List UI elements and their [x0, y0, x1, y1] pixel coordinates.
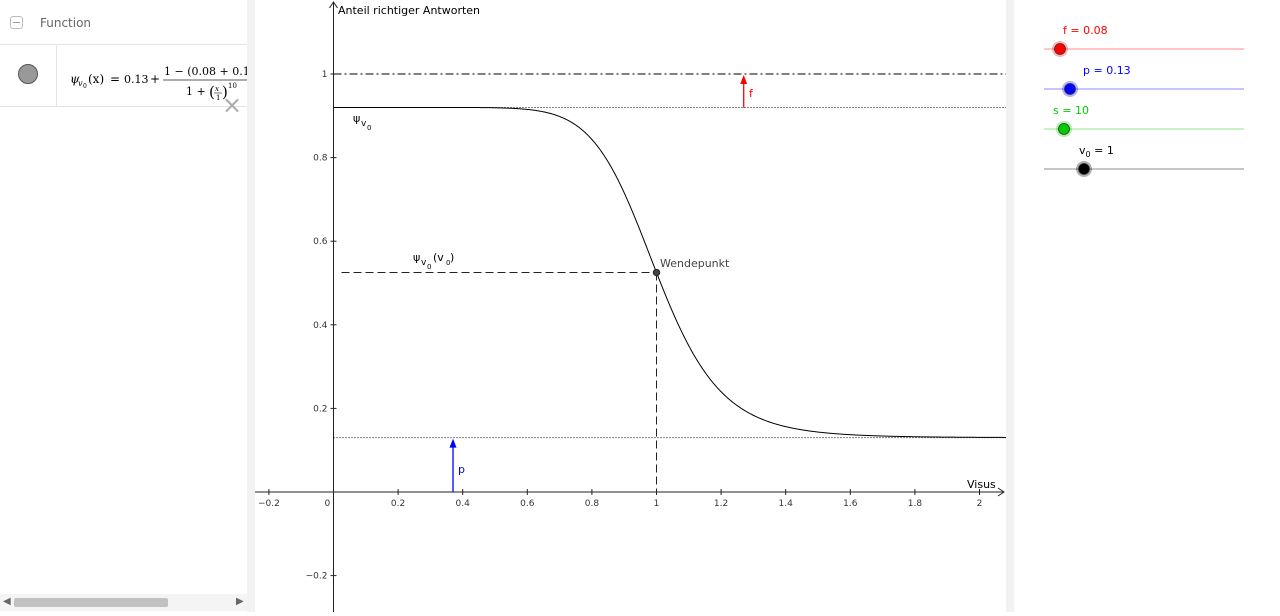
- x-axis-arrow: [997, 487, 1005, 497]
- x-tick-label: 0.6: [520, 499, 535, 509]
- slider-f-label: f = 0.08: [1063, 24, 1108, 37]
- inflection-label: Wendepunkt: [660, 257, 730, 270]
- x-tick-label: 1: [654, 499, 660, 509]
- scrollbar-thumb[interactable]: [14, 598, 168, 607]
- point-label-psi: ψ: [413, 251, 420, 264]
- curve-label-psi: ψ: [353, 112, 360, 125]
- panel-divider-right[interactable]: [1006, 0, 1014, 612]
- point-label-sub: v: [421, 258, 427, 268]
- y-tick-label: 0.2: [313, 404, 327, 414]
- axes: [255, 1, 1005, 612]
- formula-exponent: 10: [228, 82, 237, 90]
- x-tick-label: 1.8: [908, 499, 923, 509]
- slider-s-handle[interactable]: [1058, 123, 1070, 135]
- function-formula[interactable]: ψ v 0 (x) = 0.13 + 1 − (0.08 + 0.13) 1 +…: [70, 53, 247, 103]
- point-label-arg-open: (v: [433, 251, 444, 264]
- point-label-subsub: 0: [427, 263, 431, 271]
- formula-psi: ψ: [70, 72, 80, 86]
- function-curve[interactable]: [333, 106, 1006, 438]
- formula-arg: (x): [88, 72, 104, 86]
- scroll-left-icon[interactable]: ◀: [3, 596, 11, 607]
- formula-plus: +: [150, 72, 160, 86]
- p-arrow-head: [449, 438, 457, 448]
- y-axis-arrow: [329, 1, 338, 9]
- f-arrow-head: [740, 75, 748, 84]
- horizontal-scrollbar[interactable]: ◀ ▶: [0, 594, 247, 611]
- tick-labels: −0.2 0 0.2 0.4 0.6 0.8 1 1.2 1.4 1.6 1.8 2 1 0.8 0.6 0.…: [258, 70, 982, 582]
- slider-f-handle[interactable]: [1054, 43, 1066, 55]
- sliders-canvas: [1044, 41, 1244, 177]
- x-tick-label: −0.2: [258, 499, 280, 509]
- visibility-toggle-icon[interactable]: [18, 64, 38, 84]
- slider-v0-label-main: v: [1079, 144, 1086, 157]
- formula-psi-subsub: 0: [83, 83, 87, 90]
- slider-s-label: s = 10: [1053, 104, 1089, 117]
- slider-v0-label: v0 = 1: [1079, 144, 1114, 159]
- graphics-view[interactable]: −0.2 0 0.2 0.4 0.6 0.8 1 1.2 1.4 1.6 1.8 2 1 0.8 0.6 0.…: [255, 0, 1006, 612]
- x-tick-label: 1.2: [714, 499, 728, 509]
- collapse-icon[interactable]: [10, 16, 23, 29]
- point-label-arg-close: ): [450, 251, 454, 264]
- sliders-panel: f = 0.08 p = 0.13 s = 10 v0 = 1: [1014, 0, 1280, 612]
- formula-inner-num: x: [215, 85, 219, 93]
- formula-eq: =: [110, 72, 120, 86]
- x-tick-label: 1.6: [843, 499, 858, 509]
- formula-render: ψ v 0 (x) = 0.13 + 1 − (0.08 + 0.13) 1 +…: [70, 65, 247, 102]
- slider-v0-label-rest: = 1: [1090, 144, 1114, 157]
- algebra-item-function[interactable]: ψ v 0 (x) = 0.13 + 1 − (0.08 + 0.13) 1 +…: [0, 45, 247, 117]
- formula-numerator: 1 − (0.08 + 0.13): [164, 65, 247, 78]
- point-label: ψ v 0 (v 0 ): [413, 251, 454, 271]
- slider-v0-handle[interactable]: [1078, 163, 1090, 175]
- panel-divider-left[interactable]: [247, 0, 255, 612]
- curve-label-sub: v: [361, 119, 367, 129]
- guide-lines: [333, 73, 1006, 492]
- graph-canvas[interactable]: −0.2 0 0.2 0.4 0.6 0.8 1 1.2 1.4 1.6 1.8 2 1 0.8 0.6 0.…: [255, 0, 1006, 612]
- inflection-point: [652, 268, 661, 277]
- slider-v0-label-sub: 0: [1085, 150, 1091, 160]
- formula-paren-close: ): [222, 83, 228, 101]
- f-arrow-label: f: [749, 87, 754, 100]
- category-label: Function: [40, 16, 92, 30]
- x-tick-label: 1.4: [779, 499, 794, 509]
- row-divider: [56, 45, 57, 106]
- formula-inner-den: 1: [216, 94, 220, 102]
- point-label-arg-sub: 0: [446, 259, 450, 267]
- x-tick-label: 0: [325, 499, 331, 509]
- x-tick-label: 0.4: [456, 499, 471, 509]
- x-tick-label: 0.2: [391, 499, 405, 509]
- formula-denominator-pre: 1 +: [186, 85, 206, 98]
- y-tick-label: 0.8: [313, 154, 328, 164]
- y-tick-label: 1: [322, 70, 328, 80]
- function-category-header[interactable]: Function: [0, 0, 247, 45]
- y-axis-label: Anteil richtiger Antworten: [338, 4, 480, 17]
- x-axis-label: Visus: [967, 478, 996, 491]
- y-tick-label: 0.6: [313, 237, 328, 247]
- formula-const: 0.13: [124, 73, 149, 86]
- x-tick-label: 0.8: [585, 499, 600, 509]
- y-tick-label: −0.2: [306, 572, 328, 582]
- curve-label-subsub: 0: [367, 124, 371, 132]
- annotations: [449, 75, 748, 492]
- algebra-panel: Function ψ v 0 (x) = 0.13 + 1 − (0.08 + …: [0, 0, 248, 612]
- slider-p-label: p = 0.13: [1083, 64, 1131, 77]
- y-tick-label: 0.4: [313, 321, 328, 331]
- delete-icon[interactable]: ×: [222, 91, 243, 119]
- slider-p-handle[interactable]: [1064, 83, 1076, 95]
- formula-psi-sub: v: [78, 79, 83, 88]
- scroll-right-icon[interactable]: ▶: [236, 596, 244, 607]
- x-tick-label: 2: [977, 499, 983, 509]
- curve-label: ψ v 0: [353, 112, 371, 132]
- formula-paren-open: (: [209, 83, 215, 101]
- p-arrow-label: p: [458, 463, 465, 476]
